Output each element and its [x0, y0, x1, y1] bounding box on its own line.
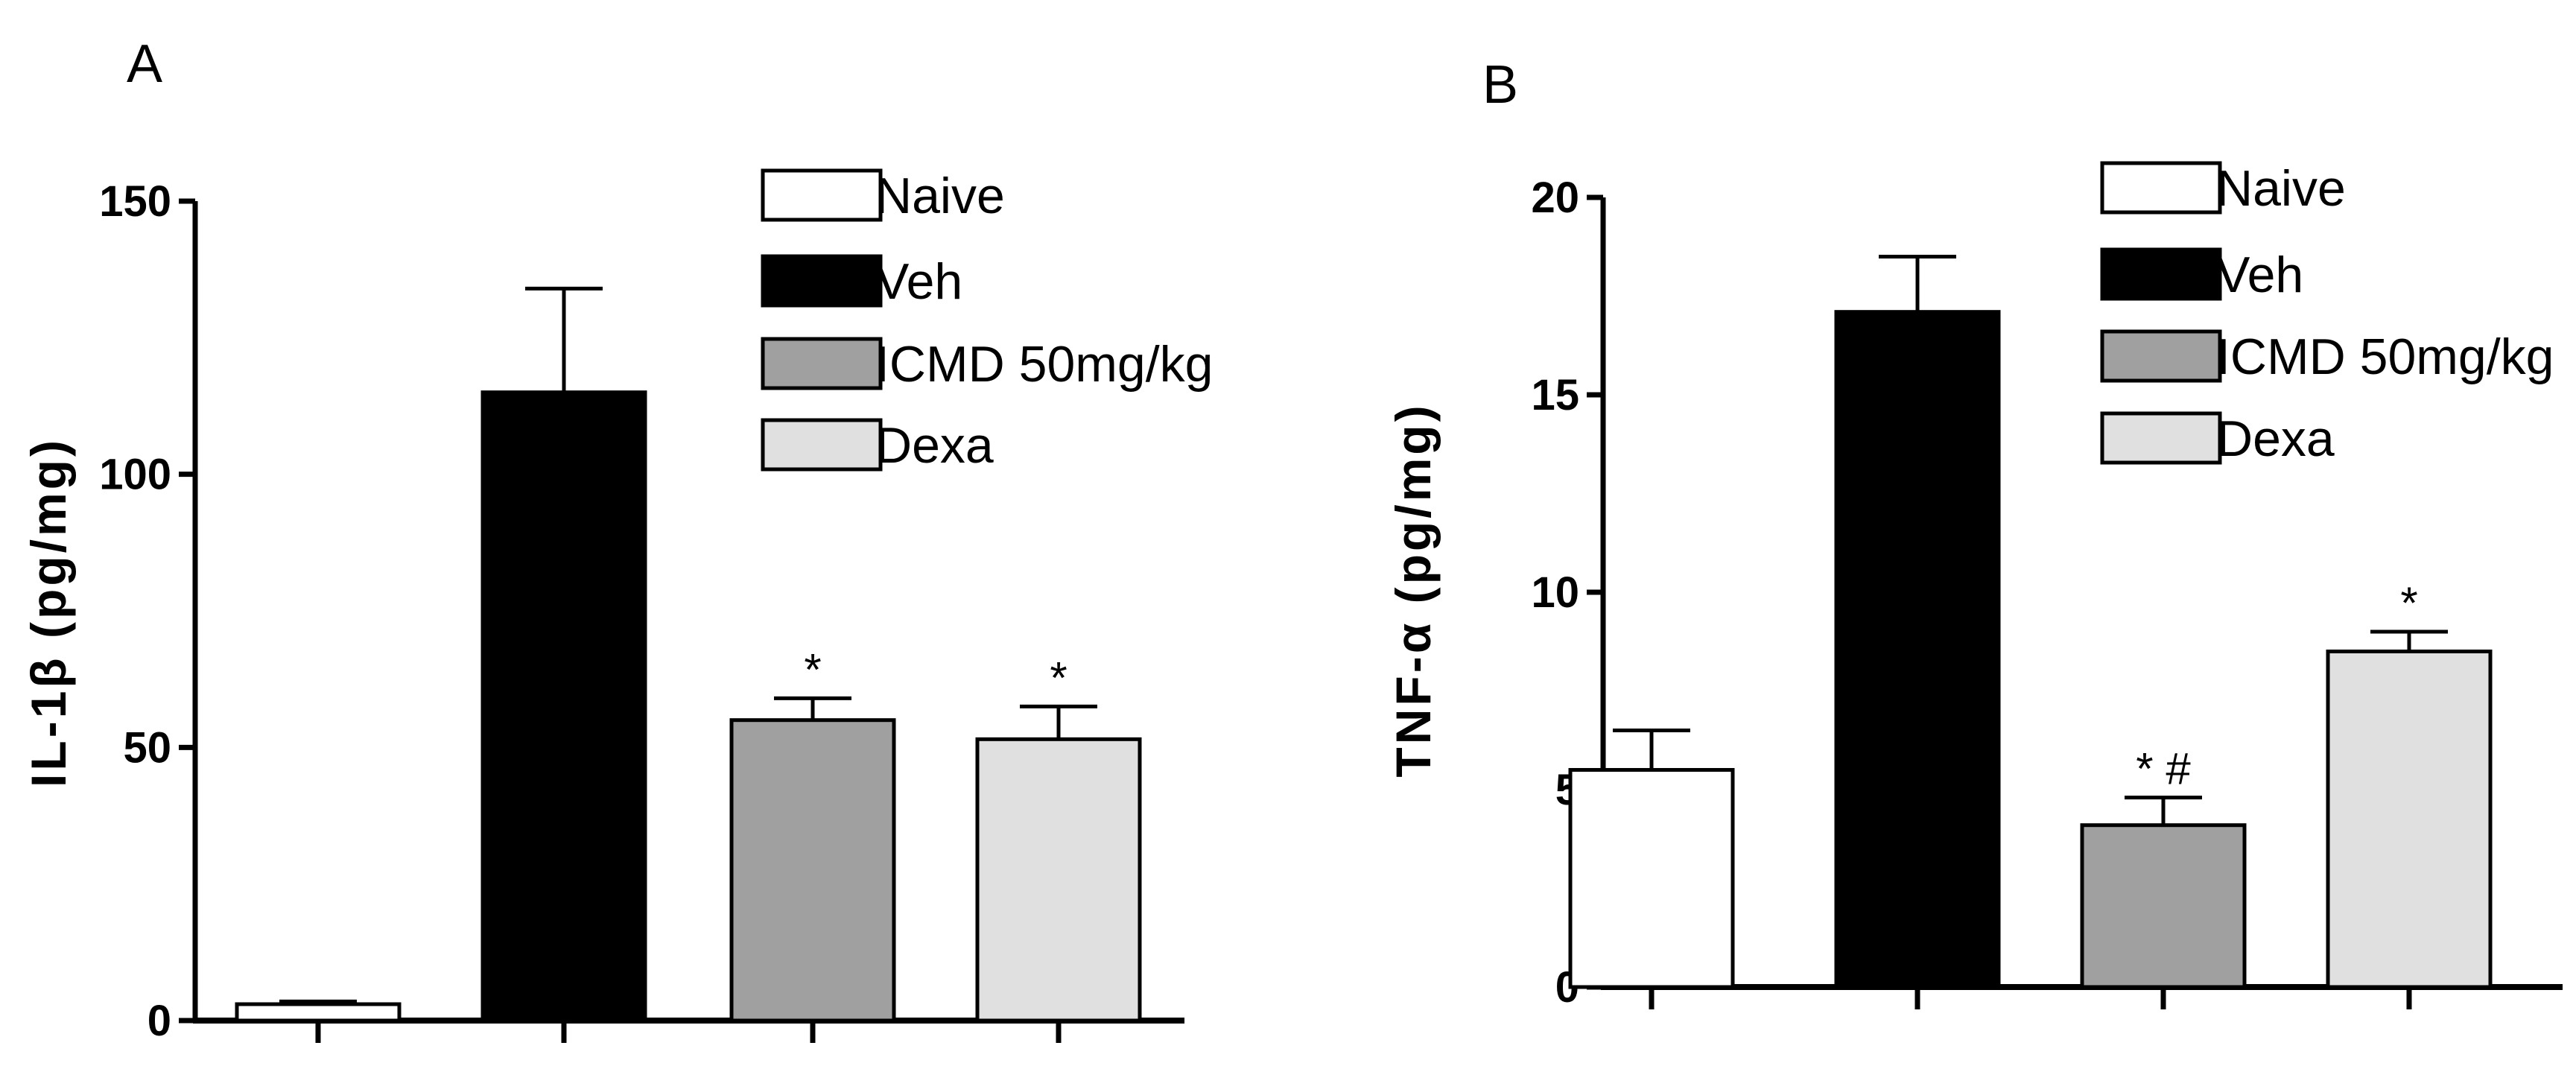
legend-swatch — [2100, 329, 2222, 383]
y-axis-title: IL-1β (pg/mg) — [21, 437, 76, 787]
bar-icmd-50mg-kg — [729, 718, 896, 1023]
legend-swatch — [2100, 411, 2222, 465]
y-tick-label: 10 — [1531, 568, 1579, 617]
y-tick-label: 0 — [147, 997, 171, 1045]
legend-label: Dexa — [2216, 410, 2335, 467]
bar-dexa — [2326, 650, 2493, 989]
legend-label: Veh — [875, 253, 962, 310]
legend-swatch — [761, 254, 883, 308]
panel-letter: B — [1482, 55, 1518, 115]
significance-marker: * — [804, 644, 821, 694]
bar-veh — [480, 390, 647, 1023]
legend-label: ICMD 50mg/kg — [875, 336, 1213, 393]
bar-icmd-50mg-kg — [2080, 823, 2247, 989]
y-tick-label: 20 — [1531, 174, 1579, 222]
legend-swatch — [761, 418, 883, 472]
bar-naive — [235, 1002, 402, 1023]
legend-swatch — [2100, 247, 2222, 301]
significance-marker: * — [2400, 578, 2417, 628]
bar-naive — [1568, 768, 1735, 989]
y-axis-title: TNF-α (pg/mg) — [1386, 402, 1441, 777]
panel-a-chart: A 0 50 100 150 IL-1β (pg/mg) * * Naive Veh ICMD 50… — [21, 34, 1213, 1045]
legend-label: Veh — [2216, 247, 2303, 303]
legend-swatch — [761, 168, 883, 222]
legend-label: Dexa — [875, 417, 994, 474]
legend-label: Naive — [875, 168, 1005, 224]
y-tick-label: 50 — [123, 723, 171, 772]
significance-marker: * # — [2136, 744, 2191, 794]
significance-marker: * — [1050, 653, 1067, 702]
y-tick-label: 150 — [99, 177, 171, 226]
legend-swatch — [2100, 161, 2222, 215]
legend-swatch — [761, 337, 883, 390]
legend-label: Naive — [2216, 160, 2346, 217]
y-tick-label: 15 — [1531, 371, 1579, 419]
panel-letter: A — [127, 34, 162, 94]
bar-dexa — [975, 737, 1142, 1023]
y-tick-label: 100 — [99, 451, 171, 499]
legend-label: ICMD 50mg/kg — [2216, 329, 2554, 385]
bar-veh — [1834, 310, 2001, 989]
